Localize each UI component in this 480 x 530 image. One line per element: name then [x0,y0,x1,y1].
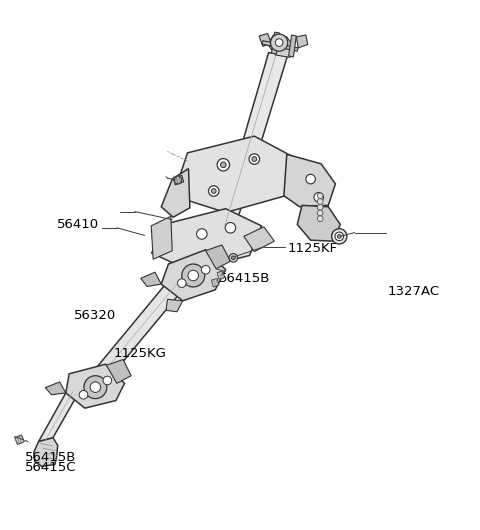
Text: 1327AC: 1327AC [388,285,440,298]
Circle shape [306,174,315,184]
Polygon shape [297,205,340,241]
Polygon shape [152,209,262,271]
Polygon shape [272,32,280,54]
Text: 56410: 56410 [57,218,99,231]
Circle shape [79,391,88,399]
Circle shape [317,193,323,199]
Polygon shape [296,35,308,48]
Polygon shape [244,227,275,252]
Circle shape [174,176,182,184]
Polygon shape [166,299,183,312]
Circle shape [225,223,236,233]
Text: 56415B: 56415B [218,272,270,285]
Polygon shape [141,272,161,287]
Polygon shape [34,438,58,466]
Circle shape [317,199,323,205]
Polygon shape [284,154,336,207]
Circle shape [317,205,323,210]
Circle shape [103,376,112,385]
Circle shape [90,382,101,392]
Polygon shape [218,52,288,227]
Circle shape [229,253,238,262]
Circle shape [276,39,283,47]
Circle shape [178,279,186,287]
Polygon shape [45,382,66,395]
Circle shape [337,234,341,238]
Text: 1125KF: 1125KF [288,242,338,255]
Circle shape [220,162,226,167]
Circle shape [317,216,323,222]
Polygon shape [161,169,190,217]
Circle shape [332,229,347,244]
Circle shape [84,376,107,399]
Circle shape [317,210,323,216]
Polygon shape [161,250,226,301]
Polygon shape [66,364,124,408]
Polygon shape [107,359,131,383]
Polygon shape [288,35,296,57]
Text: 56320: 56320 [73,308,116,322]
Circle shape [271,34,288,51]
Polygon shape [173,136,290,213]
Polygon shape [259,33,271,47]
Circle shape [188,270,199,281]
Circle shape [201,266,210,274]
Polygon shape [38,390,80,441]
Circle shape [208,186,219,196]
Polygon shape [205,245,230,269]
Circle shape [197,229,207,239]
Polygon shape [268,35,293,57]
Text: 56415B: 56415B [25,451,77,464]
Text: 1125KG: 1125KG [113,347,166,360]
Circle shape [211,189,216,193]
Polygon shape [151,216,172,259]
Circle shape [252,157,257,162]
Polygon shape [173,175,184,185]
Circle shape [217,158,229,171]
Polygon shape [217,271,225,279]
Circle shape [182,264,204,287]
Text: 56415C: 56415C [25,461,77,474]
Polygon shape [211,278,219,287]
Polygon shape [15,435,24,445]
Circle shape [314,192,324,202]
Polygon shape [262,41,298,51]
Circle shape [249,154,260,164]
Circle shape [231,256,235,260]
Polygon shape [84,278,192,383]
Circle shape [335,232,344,241]
